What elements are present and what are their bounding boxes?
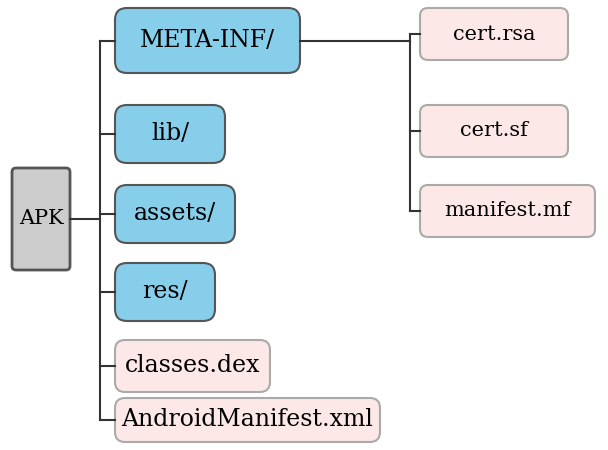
FancyBboxPatch shape <box>115 105 225 163</box>
Text: lib/: lib/ <box>151 122 189 145</box>
Text: AndroidManifest.xml: AndroidManifest.xml <box>122 409 373 432</box>
Text: cert.rsa: cert.rsa <box>453 24 535 44</box>
FancyBboxPatch shape <box>420 8 568 60</box>
Text: res/: res/ <box>142 280 188 303</box>
FancyBboxPatch shape <box>115 398 380 442</box>
Text: META-INF/: META-INF/ <box>140 29 275 52</box>
Text: classes.dex: classes.dex <box>125 355 260 378</box>
FancyBboxPatch shape <box>420 105 568 157</box>
Text: assets/: assets/ <box>134 202 216 225</box>
FancyBboxPatch shape <box>12 168 70 270</box>
FancyBboxPatch shape <box>115 340 270 392</box>
FancyBboxPatch shape <box>115 263 215 321</box>
FancyBboxPatch shape <box>115 185 235 243</box>
FancyBboxPatch shape <box>420 185 595 237</box>
FancyBboxPatch shape <box>115 8 300 73</box>
Text: manifest.mf: manifest.mf <box>444 202 571 220</box>
Text: cert.sf: cert.sf <box>460 122 528 140</box>
Text: APK: APK <box>19 210 63 229</box>
